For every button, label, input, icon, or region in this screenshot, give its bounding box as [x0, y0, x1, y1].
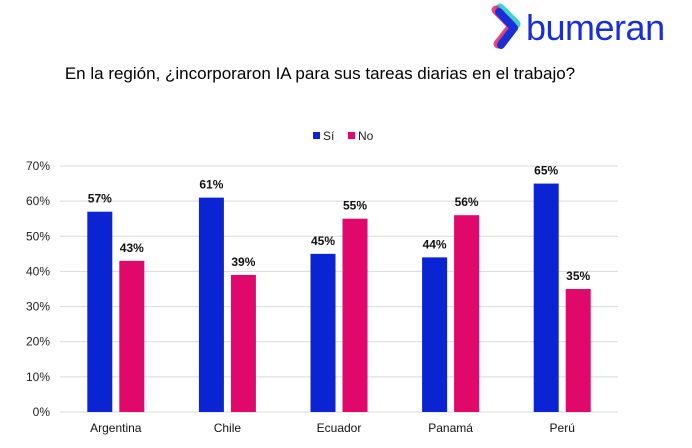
bar-sí: [198, 197, 224, 412]
bar-sí: [87, 211, 113, 412]
x-tick-label: Argentina: [90, 421, 142, 435]
data-label: 55%: [343, 199, 367, 213]
y-tick-label: 40%: [26, 264, 50, 278]
y-tick-label: 10%: [26, 370, 50, 384]
legend-label: Sí: [323, 129, 335, 143]
data-label: 56%: [455, 195, 479, 209]
y-tick-label: 0%: [33, 405, 51, 419]
bar-no: [454, 215, 480, 412]
data-label: 45%: [311, 234, 335, 248]
x-tick-label: Ecuador: [317, 421, 362, 435]
x-tick-label: Perú: [550, 421, 575, 435]
bar-no: [230, 274, 256, 412]
legend-swatch: [313, 132, 320, 139]
y-tick-label: 20%: [26, 335, 50, 349]
y-tick-label: 70%: [26, 159, 50, 173]
legend-swatch: [348, 132, 355, 139]
bar-sí: [310, 253, 336, 412]
logo-text: bumeran: [526, 7, 665, 48]
data-label: 57%: [88, 192, 112, 206]
data-label: 43%: [120, 241, 144, 255]
bar-no: [565, 289, 591, 412]
x-tick-label: Panamá: [428, 421, 473, 435]
data-label: 35%: [566, 269, 590, 283]
bar-sí: [422, 257, 448, 412]
data-label: 44%: [423, 237, 447, 251]
legend-label: No: [358, 129, 374, 143]
bumeran-logo: bumeran: [491, 3, 665, 49]
x-tick-label: Chile: [214, 421, 242, 435]
bar-no: [119, 260, 145, 412]
data-label: 65%: [534, 164, 558, 178]
data-label: 39%: [231, 255, 255, 269]
data-label: 61%: [199, 178, 223, 192]
y-tick-label: 50%: [26, 229, 50, 243]
y-tick-label: 60%: [26, 194, 50, 208]
y-tick-label: 30%: [26, 300, 50, 314]
bar-sí: [533, 183, 559, 412]
logo-chevron-blue: [495, 8, 518, 49]
chart-title: En la región, ¿incorporaron IA para sus …: [64, 64, 576, 83]
bar-no: [342, 218, 368, 412]
